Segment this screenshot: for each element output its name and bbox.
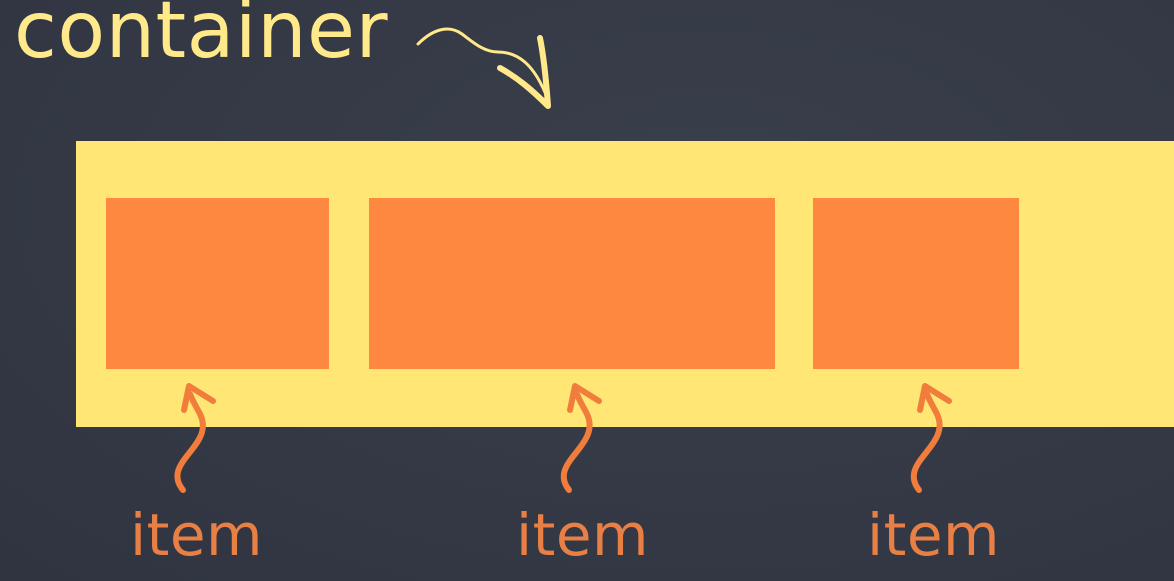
container-label: container	[14, 0, 389, 76]
item-label-3: item	[867, 501, 1001, 569]
flex-item-3	[813, 198, 1019, 369]
item-label-2: item	[516, 501, 650, 569]
item-label-1: item	[130, 501, 264, 569]
flex-item-2	[369, 198, 775, 369]
container-arrow-icon	[416, 27, 551, 109]
flex-item-1	[106, 198, 329, 369]
